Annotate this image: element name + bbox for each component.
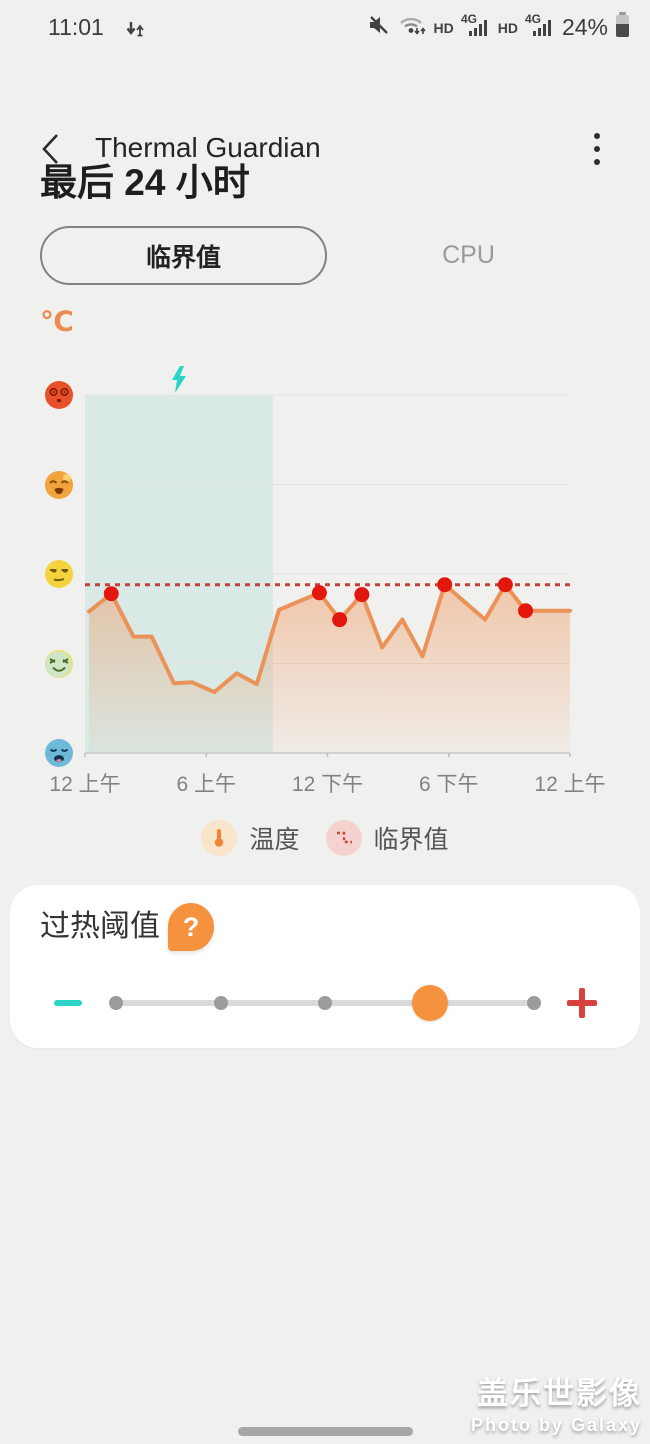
status-icons: HD 4G HD 4G 24% bbox=[367, 0, 630, 55]
x-tick-label: 12 上午 bbox=[534, 773, 606, 796]
signal-4g-icon: 4G bbox=[525, 12, 555, 43]
period-heading: 最后 24 小时 bbox=[40, 162, 250, 203]
chart-tabs: 临界值 CPU bbox=[40, 226, 610, 285]
x-tick-label: 6 上午 bbox=[176, 773, 236, 796]
legend-item-temperature: 温度 bbox=[201, 820, 300, 856]
charging-bolt-icon bbox=[170, 366, 188, 393]
dizzy-hot-face-icon bbox=[43, 379, 75, 411]
y-axis-unit-label: ℃ bbox=[40, 306, 74, 337]
card-title: 过热阈值 bbox=[40, 910, 160, 943]
legend-label: 温度 bbox=[249, 826, 300, 854]
battery-percent: 24% bbox=[561, 14, 608, 40]
page-title: Thermal Guardian bbox=[95, 132, 321, 163]
slider-track[interactable] bbox=[109, 985, 541, 1021]
unamused-warm-face-icon bbox=[43, 558, 75, 590]
slider-step-dot[interactable] bbox=[318, 996, 332, 1010]
tab-threshold-label: 临界值 bbox=[145, 243, 221, 272]
help-button[interactable]: ? bbox=[168, 903, 214, 951]
watermark-sub: Photo by Galaxy bbox=[470, 1415, 642, 1435]
hd-label: HD bbox=[433, 19, 454, 36]
slider-handle[interactable] bbox=[411, 985, 448, 1021]
x-tick-label: 12 上午 bbox=[49, 773, 121, 796]
clock: 11:01 bbox=[48, 14, 104, 40]
thermometer-icon bbox=[201, 820, 238, 856]
slider-step-dot[interactable] bbox=[213, 996, 228, 1010]
increase-button[interactable] bbox=[560, 981, 604, 1025]
threshold-slider bbox=[46, 973, 604, 1033]
mute-icon bbox=[367, 13, 391, 42]
tab-threshold[interactable]: 临界值 bbox=[40, 226, 327, 285]
app-header: Thermal Guardian bbox=[0, 55, 650, 165]
x-tick-label: 6 下午 bbox=[418, 773, 479, 796]
legend-label: 临界值 bbox=[373, 826, 449, 854]
watermark: 盖乐世影像 Photo by Galaxy bbox=[471, 1368, 642, 1436]
sleepy-cold-face-icon bbox=[43, 737, 75, 769]
threshold-dashed-icon bbox=[325, 820, 362, 856]
relieved-cool-face-icon bbox=[43, 648, 75, 680]
signal-4g-icon: 4G bbox=[461, 12, 491, 43]
data-updown-icon bbox=[124, 18, 148, 47]
legend-item-threshold: 临界值 bbox=[325, 820, 449, 856]
slider-step-dot[interactable] bbox=[109, 996, 123, 1010]
overheat-threshold-card: 过热阈值 ? bbox=[10, 885, 640, 1048]
weary-hot-face-icon bbox=[43, 469, 75, 501]
temperature-chart bbox=[84, 394, 572, 757]
chart-legend: 温度 临界值 bbox=[0, 820, 650, 856]
home-gesture-bar[interactable] bbox=[238, 1427, 413, 1436]
x-tick-label: 12 下午 bbox=[291, 773, 364, 796]
tab-cpu[interactable]: CPU bbox=[327, 226, 610, 285]
minus-icon bbox=[54, 1000, 82, 1006]
wifi-icon bbox=[398, 13, 427, 42]
watermark-main: 盖乐世影像 bbox=[477, 1376, 642, 1411]
back-button[interactable] bbox=[36, 131, 66, 167]
svg-text:4G: 4G bbox=[461, 12, 477, 26]
tab-cpu-label: CPU bbox=[442, 241, 495, 269]
decrease-button[interactable] bbox=[46, 981, 90, 1025]
battery-icon bbox=[615, 12, 630, 43]
hd-label: HD bbox=[497, 19, 518, 36]
plus-icon bbox=[567, 988, 597, 1018]
svg-text:4G: 4G bbox=[525, 12, 541, 26]
slider-step-dot[interactable] bbox=[527, 996, 541, 1010]
status-bar: 11:01 bbox=[0, 0, 650, 55]
more-options-button[interactable] bbox=[584, 129, 610, 169]
